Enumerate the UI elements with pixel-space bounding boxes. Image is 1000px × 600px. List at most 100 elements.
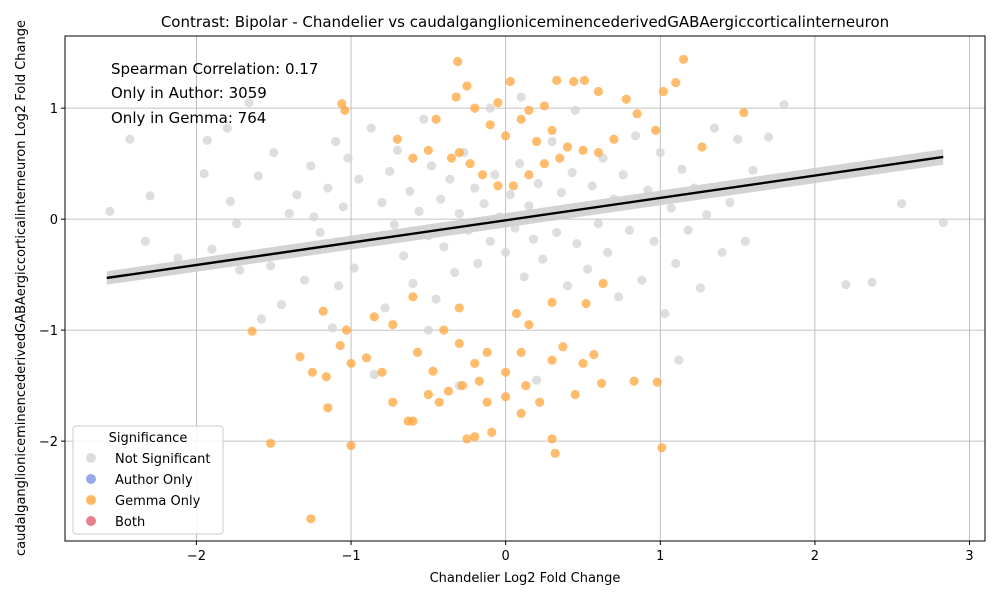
point-gemma-only — [307, 367, 317, 377]
point-not-significant — [671, 258, 681, 269]
point-gemma-only — [578, 145, 588, 155]
point-not-significant — [473, 258, 483, 269]
point-not-significant — [454, 208, 464, 219]
legend-title: Significance — [109, 431, 188, 446]
point-gemma-only — [446, 153, 457, 163]
point-gemma-only — [453, 56, 463, 67]
point-gemma-only — [487, 427, 497, 437]
point-gemma-only — [531, 136, 542, 147]
point-not-significant — [244, 97, 254, 108]
x-tick-label: 1 — [656, 549, 664, 564]
point-gemma-only — [462, 81, 472, 91]
point-not-significant — [695, 283, 706, 293]
point-not-significant — [343, 153, 353, 163]
point-gemma-only — [547, 297, 557, 307]
point-gemma-only — [321, 372, 331, 382]
point-gemma-only — [340, 105, 350, 115]
point-not-significant — [896, 198, 907, 209]
point-gemma-only — [346, 358, 356, 369]
point-gemma-only — [482, 397, 492, 407]
point-gemma-only — [609, 134, 619, 144]
point-gemma-only — [443, 386, 454, 396]
legend-label-gemma-only: Gemma Only — [115, 494, 201, 509]
point-gemma-only — [555, 153, 565, 163]
point-not-significant — [562, 281, 573, 291]
legend-marker-gemma-only — [86, 495, 96, 505]
point-not-significant — [369, 369, 379, 380]
legend-marker-not-significant — [86, 453, 96, 463]
point-not-significant — [630, 131, 641, 141]
point-gemma-only — [423, 389, 433, 400]
point-not-significant — [643, 185, 653, 195]
legend: Significance Not Significant Author Only… — [72, 425, 224, 535]
point-not-significant — [547, 136, 557, 147]
point-gemma-only — [431, 114, 441, 124]
point-not-significant — [330, 136, 341, 147]
point-gemma-only — [451, 92, 461, 102]
point-not-significant — [533, 179, 543, 189]
point-gemma-only — [470, 432, 480, 442]
point-gemma-only — [377, 367, 387, 377]
legend-label-both: Both — [115, 515, 145, 530]
plot-frame — [64, 35, 986, 542]
y-tick-label: −1 — [39, 324, 58, 339]
point-gemma-only — [408, 416, 418, 426]
point-not-significant — [423, 325, 433, 335]
point-not-significant — [938, 217, 948, 228]
point-not-significant — [485, 236, 495, 246]
x-tick-label: 0 — [502, 549, 510, 564]
point-gemma-only — [462, 434, 472, 444]
point-not-significant — [145, 191, 155, 201]
point-not-significant — [479, 198, 489, 209]
point-not-significant — [408, 278, 418, 289]
point-gemma-only — [341, 325, 352, 335]
point-gemma-only — [493, 97, 503, 108]
point-not-significant — [567, 167, 577, 178]
point-not-significant — [660, 308, 670, 319]
y-tick-label: 0 — [50, 213, 58, 228]
point-not-significant — [173, 253, 183, 263]
point-not-significant — [709, 123, 720, 133]
point-gemma-only — [318, 306, 328, 316]
point-not-significant — [439, 242, 449, 252]
point-not-significant — [284, 208, 294, 219]
point-gemma-only — [521, 381, 531, 391]
point-not-significant — [490, 170, 500, 180]
point-gemma-only — [306, 514, 316, 524]
annotation-spearman: Spearman Correlation: 0.17 — [111, 60, 318, 78]
point-gemma-only — [657, 443, 667, 453]
point-not-significant — [505, 190, 515, 200]
point-gemma-only — [266, 438, 276, 448]
point-not-significant — [140, 236, 151, 246]
point-gemma-only — [562, 142, 573, 152]
point-not-significant — [105, 206, 115, 216]
point-not-significant — [717, 247, 727, 258]
point-gemma-only — [697, 142, 707, 152]
point-gemma-only — [485, 120, 495, 130]
point-not-significant — [674, 355, 684, 365]
annotation-gemma-only: Only in Gemma: 764 — [111, 109, 266, 127]
point-gemma-only — [558, 342, 568, 352]
point-gemma-only — [550, 448, 560, 458]
point-gemma-only — [408, 153, 418, 163]
point-gemma-only — [539, 101, 549, 111]
point-gemma-only — [547, 434, 557, 444]
point-not-significant — [423, 231, 433, 241]
point-not-significant — [725, 197, 735, 208]
point-gemma-only — [423, 145, 433, 155]
annotation-author-only: Only in Author: 3059 — [111, 84, 267, 102]
point-gemma-only — [593, 86, 604, 97]
point-gemma-only — [578, 358, 588, 369]
point-not-significant — [266, 261, 276, 271]
chart-title: Contrast: Bipolar - Chandelier vs caudal… — [161, 13, 889, 31]
point-not-significant — [380, 303, 390, 313]
legend-marker-author-only — [86, 474, 96, 484]
point-gemma-only — [570, 389, 580, 400]
regression-line — [106, 155, 944, 280]
point-not-significant — [125, 134, 135, 144]
point-gemma-only — [470, 103, 480, 113]
point-gemma-only — [346, 440, 356, 451]
point-not-significant — [222, 123, 232, 133]
point-gemma-only — [508, 181, 519, 191]
